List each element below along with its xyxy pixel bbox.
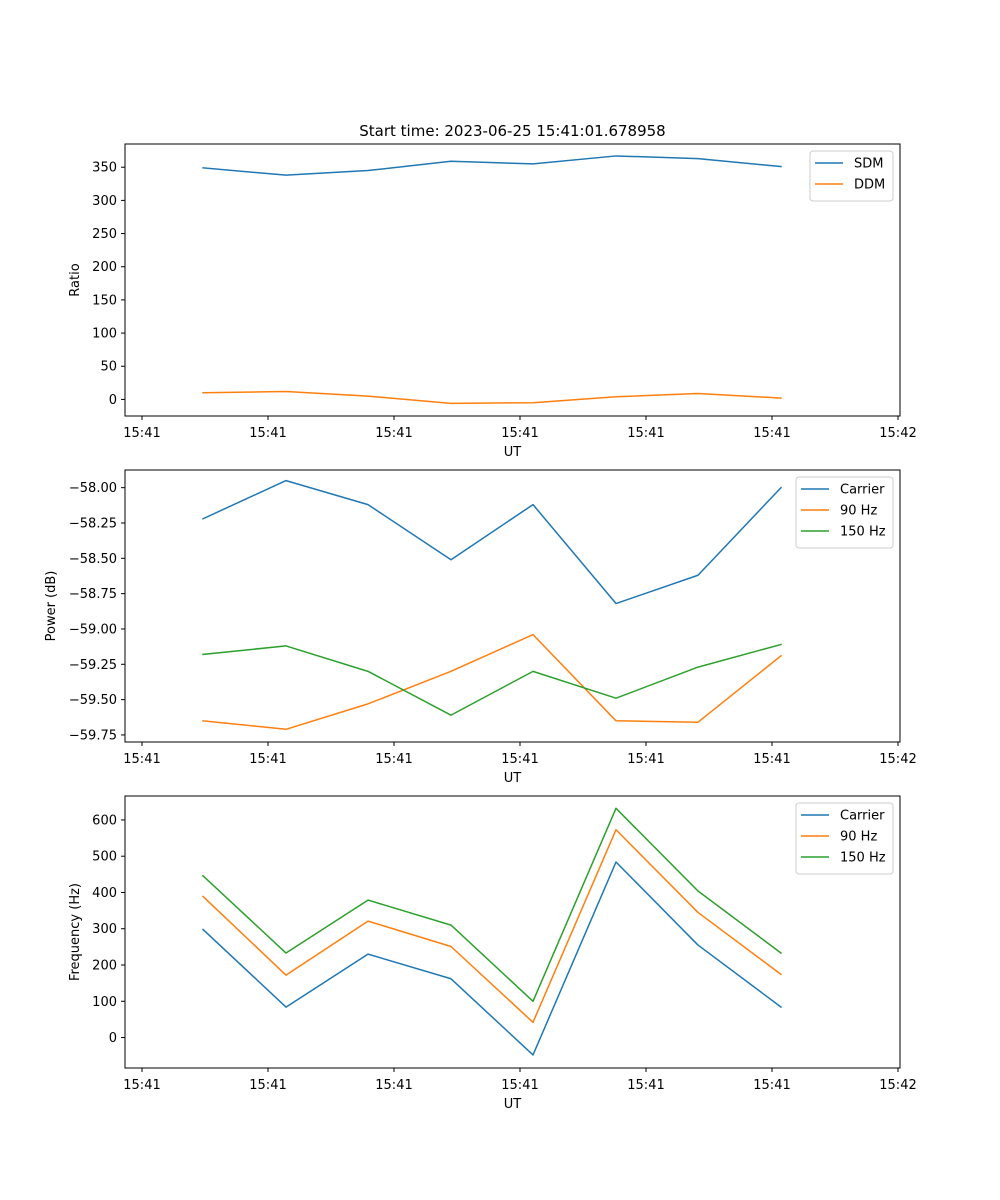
legend: Carrier 90 Hz 150 Hz (795, 476, 894, 549)
y-tick-label: −58.50 (69, 552, 117, 567)
y-tick-label: 150 (92, 293, 117, 308)
x-tick-label: 15:41 (627, 426, 664, 441)
x-tick-label: 15:41 (627, 752, 664, 767)
series-line-carrier (202, 479, 783, 605)
x-axis-label: UT (504, 445, 522, 460)
y-tick-label: −58.75 (69, 587, 117, 602)
y-tick-label: −59.75 (69, 728, 117, 743)
x-tick-label: 15:41 (123, 752, 160, 767)
x-tick-label: 15:41 (753, 752, 790, 767)
axes-frame (124, 469, 901, 743)
x-tick-label: 15:42 (879, 426, 916, 441)
chart-panel-1: Start time: 2023-06-25 15:41:01.678958 15… (68, 122, 917, 460)
axes-frame (124, 795, 901, 1069)
x-tick-label: 15:41 (753, 426, 790, 441)
y-tick-label: −59.00 (69, 622, 117, 637)
x-tick-label: 15:41 (123, 1078, 160, 1093)
y-tick-label: 500 (92, 850, 117, 865)
x-tick-label: 15:41 (375, 1078, 412, 1093)
x-tick-label: 15:41 (501, 752, 538, 767)
chart-panel-2: 15:41 15:41 15:41 15:41 15:41 15:41 15:42 −59.7… (44, 469, 917, 786)
y-tick-label: 100 (92, 995, 117, 1010)
series-line-150-hz (201, 807, 783, 1003)
y-tick-label: 300 (92, 194, 117, 209)
y-tick-label: 100 (92, 327, 117, 342)
x-tick-label: 15:42 (879, 752, 916, 767)
legend: SDM DDM (809, 150, 894, 202)
legend-label: 90 Hz (840, 830, 877, 845)
x-tick-label: 15:41 (627, 1078, 664, 1093)
x-tick-label: 15:41 (249, 1078, 286, 1093)
y-axis-label: Ratio (68, 263, 83, 296)
y-axis-label: Frequency (Hz) (68, 883, 83, 981)
legend-label: DDM (854, 178, 885, 193)
legend: Carrier 90 Hz 150 Hz (795, 802, 894, 875)
y-tick-label: 250 (92, 227, 117, 242)
legend-label: 150 Hz (840, 525, 886, 540)
legend-label: 150 Hz (840, 851, 886, 866)
legend-label: 90 Hz (840, 504, 877, 519)
x-tick-label: 15:42 (879, 1078, 916, 1093)
legend-label: Carrier (840, 483, 885, 498)
series-line-carrier (201, 861, 783, 1056)
y-tick-label: 600 (92, 813, 117, 828)
series-line-150-hz (202, 643, 782, 716)
axes-frame (124, 143, 901, 417)
x-tick-label: 15:41 (123, 426, 160, 441)
legend-label: Carrier (840, 809, 885, 824)
x-tick-label: 15:41 (501, 1078, 538, 1093)
series-line-sdm (202, 155, 782, 176)
y-tick-label: 200 (92, 260, 117, 275)
y-tick-label: 200 (92, 959, 117, 974)
y-tick-label: −58.00 (69, 481, 117, 496)
x-tick-label: 15:41 (501, 426, 538, 441)
y-tick-label: 350 (92, 161, 117, 176)
y-tick-label: 0 (109, 393, 117, 408)
legend-label: SDM (854, 157, 883, 172)
chart-panel-3: 15:41 15:41 15:41 15:41 15:41 15:41 15:42 0 100 2… (68, 795, 917, 1112)
y-tick-label: 400 (92, 886, 117, 901)
series-line-90-hz (201, 828, 783, 1024)
x-tick-label: 15:41 (375, 426, 412, 441)
y-tick-label: −59.50 (69, 693, 117, 708)
series-line-90-hz (202, 633, 783, 731)
y-axis-label: Power (dB) (44, 571, 59, 642)
series-line-ddm (202, 390, 782, 405)
x-axis-label: UT (504, 1097, 522, 1112)
x-axis-label: UT (504, 771, 522, 786)
y-tick-label: −59.25 (69, 658, 117, 673)
y-tick-label: 50 (100, 360, 117, 375)
x-tick-label: 15:41 (249, 752, 286, 767)
chart-title: Start time: 2023-06-25 15:41:01.678958 (359, 122, 665, 140)
y-tick-label: 0 (109, 1031, 117, 1046)
y-tick-label: 300 (92, 922, 117, 937)
x-tick-label: 15:41 (375, 752, 412, 767)
x-tick-label: 15:41 (249, 426, 286, 441)
x-tick-label: 15:41 (753, 1078, 790, 1093)
y-tick-label: −58.25 (69, 516, 117, 531)
